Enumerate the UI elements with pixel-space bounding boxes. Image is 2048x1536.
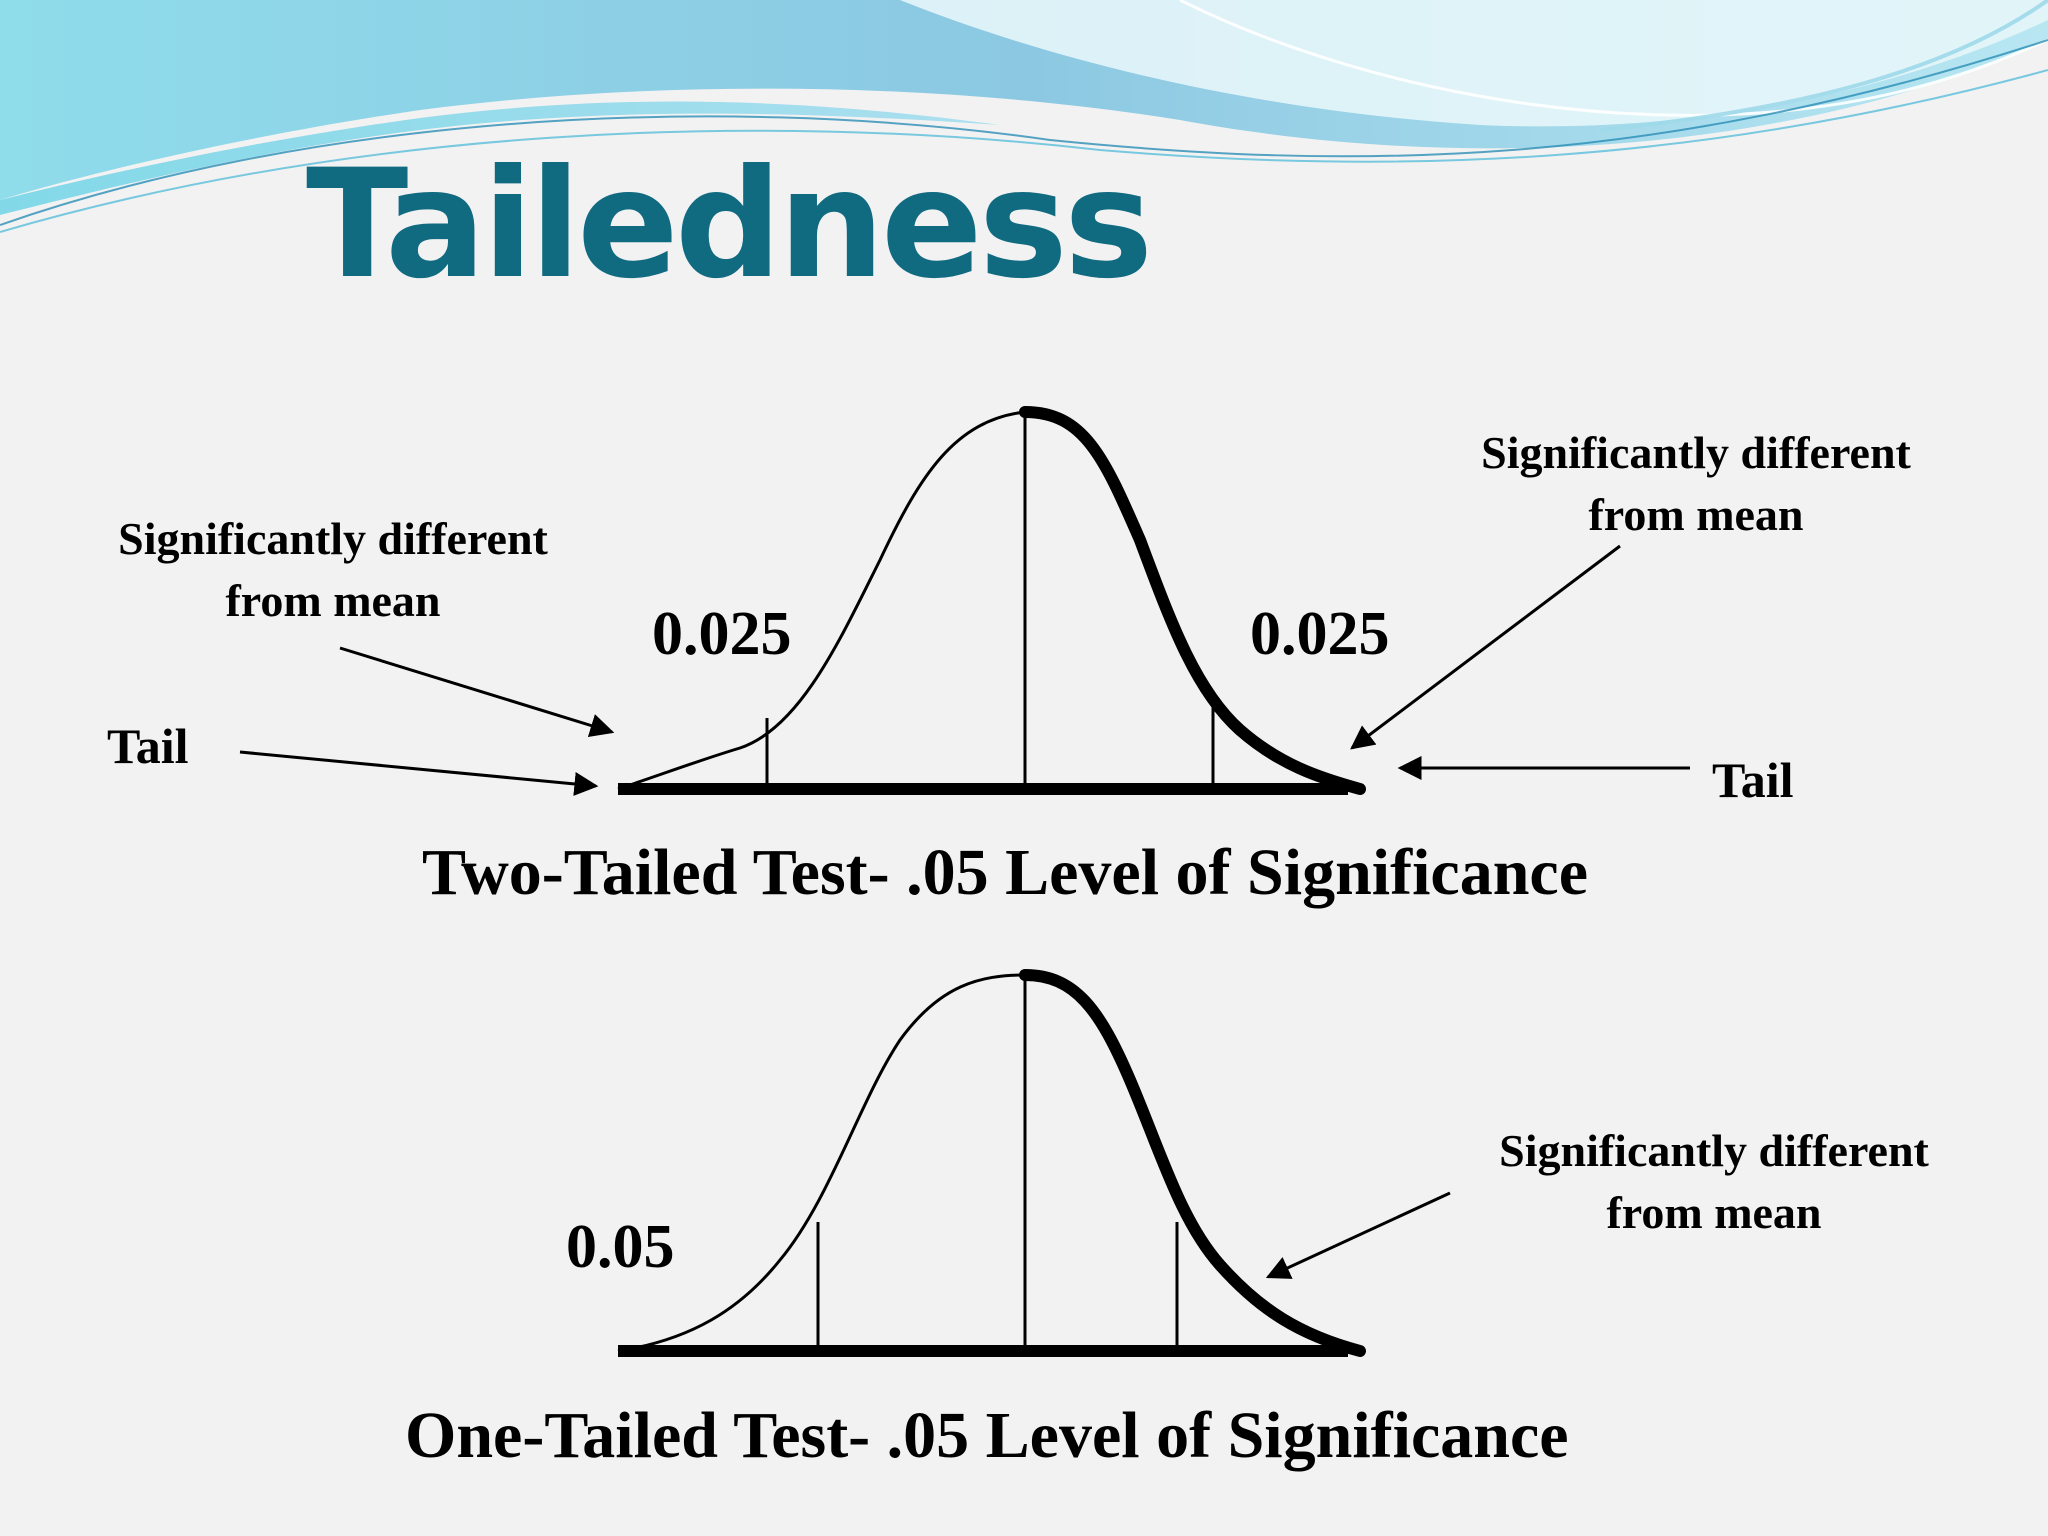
one-tailed-left-half-curve <box>617 973 1026 1353</box>
two-tailed-right-area-label: 0.025 <box>1250 600 1390 668</box>
one-tailed-significance-arrow <box>1265 1191 1451 1279</box>
two-tailed-left-annotation: Significantly different from mean <box>93 508 573 632</box>
annotation-line-1: Significantly different <box>1481 427 1911 478</box>
annotation-line-2: from mean <box>1588 489 1804 540</box>
two-tailed-right-half-curve <box>1019 406 1366 795</box>
two-tailed-caption: Two-Tailed Test- .05 Level of Significan… <box>422 836 1589 909</box>
annotation-line-1: Significantly different <box>118 513 548 564</box>
right-tail-label: Tail <box>1712 752 1794 808</box>
two-tailed-left-half-curve <box>617 410 1026 791</box>
header-wave <box>0 0 2048 233</box>
right-significance-arrow <box>1350 544 1621 750</box>
two-tailed-left-area-label: 0.025 <box>652 600 792 668</box>
one-tailed-right-half-curve <box>1019 969 1366 1357</box>
page-title: Tailedness <box>306 138 1153 312</box>
annotation-line-1: Significantly different <box>1499 1125 1929 1176</box>
left-tail-arrow <box>239 750 599 796</box>
one-tailed-caption: One-Tailed Test- .05 Level of Significan… <box>405 1399 1569 1472</box>
two-tailed-arrows <box>239 544 1690 796</box>
left-significance-arrow <box>339 646 615 738</box>
two-tailed-right-annotation: Significantly different from mean <box>1456 422 1936 546</box>
two-tailed-distribution <box>617 406 1366 795</box>
one-tailed-area-label: 0.05 <box>566 1213 675 1281</box>
one-tailed-annotation: Significantly different from mean <box>1474 1120 1954 1244</box>
left-tail-label: Tail <box>107 718 189 774</box>
annotation-line-2: from mean <box>225 575 441 626</box>
one-tailed-distribution <box>617 969 1366 1357</box>
annotation-line-2: from mean <box>1606 1187 1822 1238</box>
